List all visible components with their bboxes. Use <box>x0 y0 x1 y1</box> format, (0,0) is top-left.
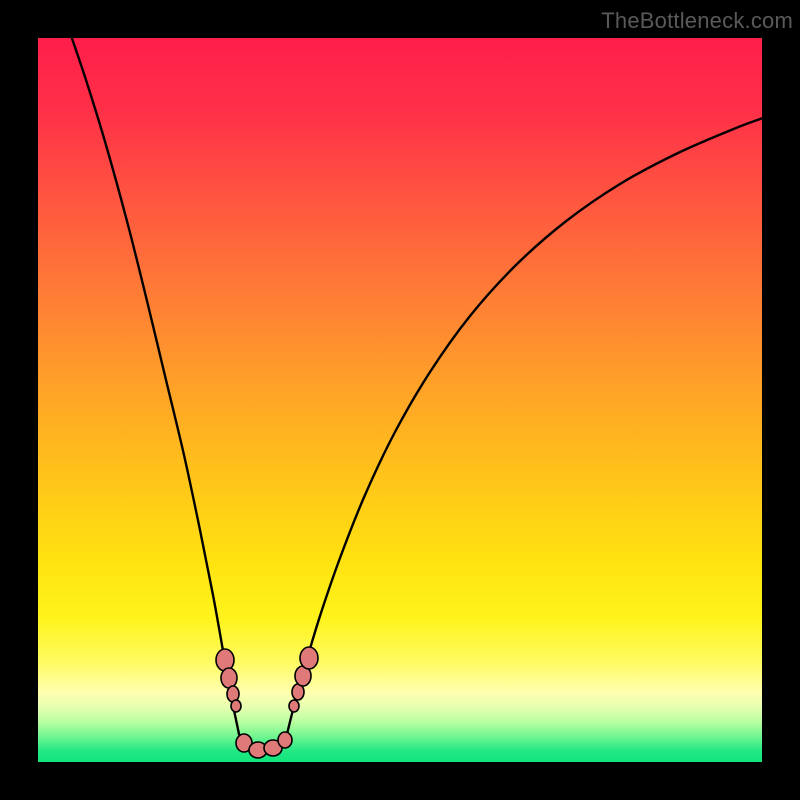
watermark-text: TheBottleneck.com <box>601 8 793 34</box>
plot-gradient <box>38 38 762 762</box>
chart-container: TheBottleneck.com <box>0 0 800 800</box>
bottleneck-chart <box>0 0 800 800</box>
marker-point <box>221 668 237 688</box>
marker-point <box>300 647 318 669</box>
marker-point <box>231 700 241 712</box>
marker-point <box>289 700 299 712</box>
marker-point <box>278 732 292 748</box>
